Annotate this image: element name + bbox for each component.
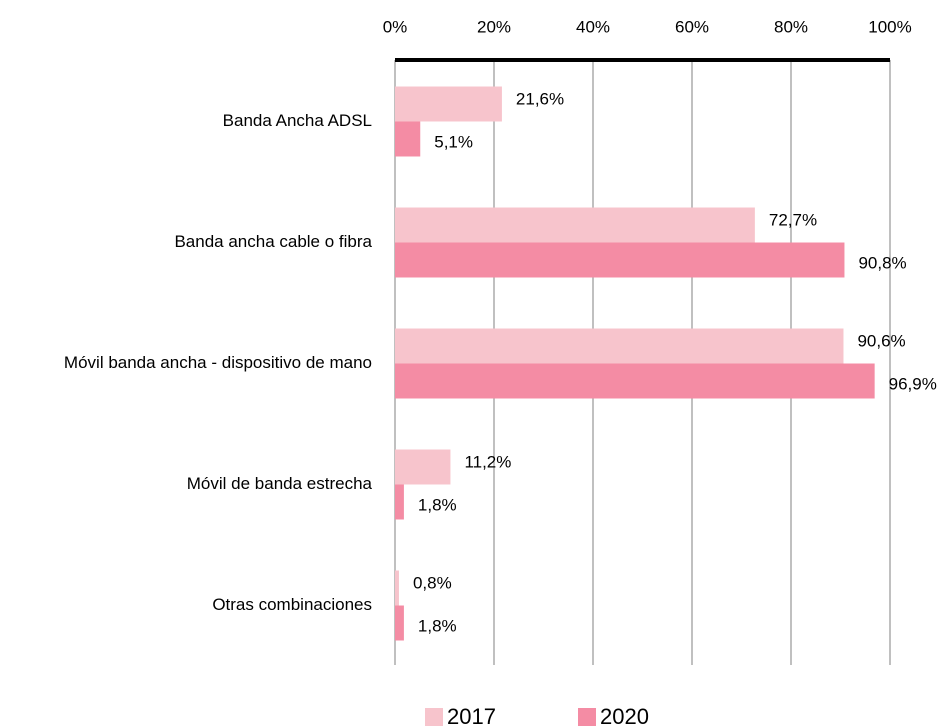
- category-label: Móvil banda ancha - dispositivo de mano: [0, 323, 372, 403]
- bar: [395, 86, 502, 122]
- legend-label: 2020: [600, 704, 649, 727]
- x-tick-label: 40%: [576, 17, 610, 36]
- bar: [395, 484, 404, 520]
- legend-swatch: [578, 708, 596, 726]
- category-label: Banda ancha cable o fibra: [0, 202, 372, 282]
- data-label: 11,2%: [464, 452, 511, 471]
- category-text: Móvil banda ancha - dispositivo de mano: [63, 352, 372, 372]
- category-text: Otras combinaciones: [212, 594, 372, 614]
- category-label: Otras combinaciones: [0, 565, 372, 645]
- x-tick-label: 100%: [868, 17, 911, 36]
- data-label: 90,8%: [858, 253, 906, 272]
- bar: [395, 242, 845, 278]
- bar: [395, 207, 755, 243]
- legend-swatch: [425, 708, 443, 726]
- data-label: 1,8%: [418, 616, 457, 635]
- x-tick-label: 0%: [383, 17, 408, 36]
- category-label: Banda Ancha ADSL: [0, 81, 372, 161]
- data-label: 96,9%: [889, 374, 937, 393]
- category-text: Banda ancha cable o fibra: [174, 231, 372, 251]
- bar: [395, 449, 451, 485]
- legend-label: 2017: [447, 704, 496, 727]
- bar: [395, 363, 875, 399]
- bar: [395, 328, 844, 364]
- bar: [395, 605, 404, 641]
- data-label: 1,8%: [418, 495, 457, 514]
- data-label: 0,8%: [413, 573, 452, 592]
- bar: [395, 121, 421, 157]
- x-tick-label: 60%: [675, 17, 709, 36]
- data-label: 21,6%: [516, 89, 564, 108]
- data-label: 72,7%: [769, 210, 817, 229]
- x-tick-label: 20%: [477, 17, 511, 36]
- category-text: Móvil de banda estrecha: [186, 473, 372, 493]
- category-label: Móvil de banda estrecha: [0, 444, 372, 524]
- category-text: Banda Ancha ADSL: [222, 110, 372, 130]
- x-tick-label: 80%: [774, 17, 808, 36]
- bar: [395, 570, 399, 606]
- data-label: 90,6%: [857, 331, 905, 350]
- data-label: 5,1%: [434, 132, 473, 151]
